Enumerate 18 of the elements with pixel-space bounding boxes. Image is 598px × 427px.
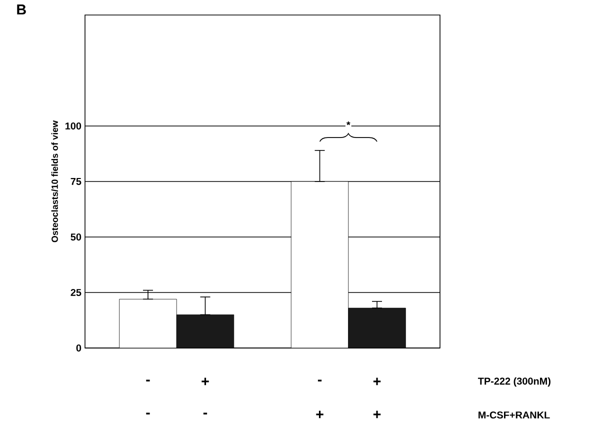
text: - <box>146 412 150 414</box>
y-tick-label: 100 <box>65 122 82 130</box>
x-tick-label: + <box>202 378 209 386</box>
y-tick-label: 50 <box>70 233 82 241</box>
y-tick-label: 25 <box>70 288 82 296</box>
y-tick-label: 0 <box>76 344 82 352</box>
text: + <box>316 410 324 418</box>
x-tick-label: - <box>318 380 322 382</box>
text: TP-222 (300nM) <box>478 377 550 387</box>
y-tick-label: 75 <box>70 178 82 185</box>
text: - <box>203 412 208 414</box>
annotation: * <box>346 121 350 126</box>
y-axis-title: Osteoclasts/10 fields of view <box>51 120 58 242</box>
text: M-CSF+RANKL <box>478 411 550 419</box>
x-tick-label: + <box>373 378 381 386</box>
text: + <box>373 410 381 418</box>
x-tick-label: - <box>146 380 150 382</box>
chart-title: B <box>17 4 26 14</box>
